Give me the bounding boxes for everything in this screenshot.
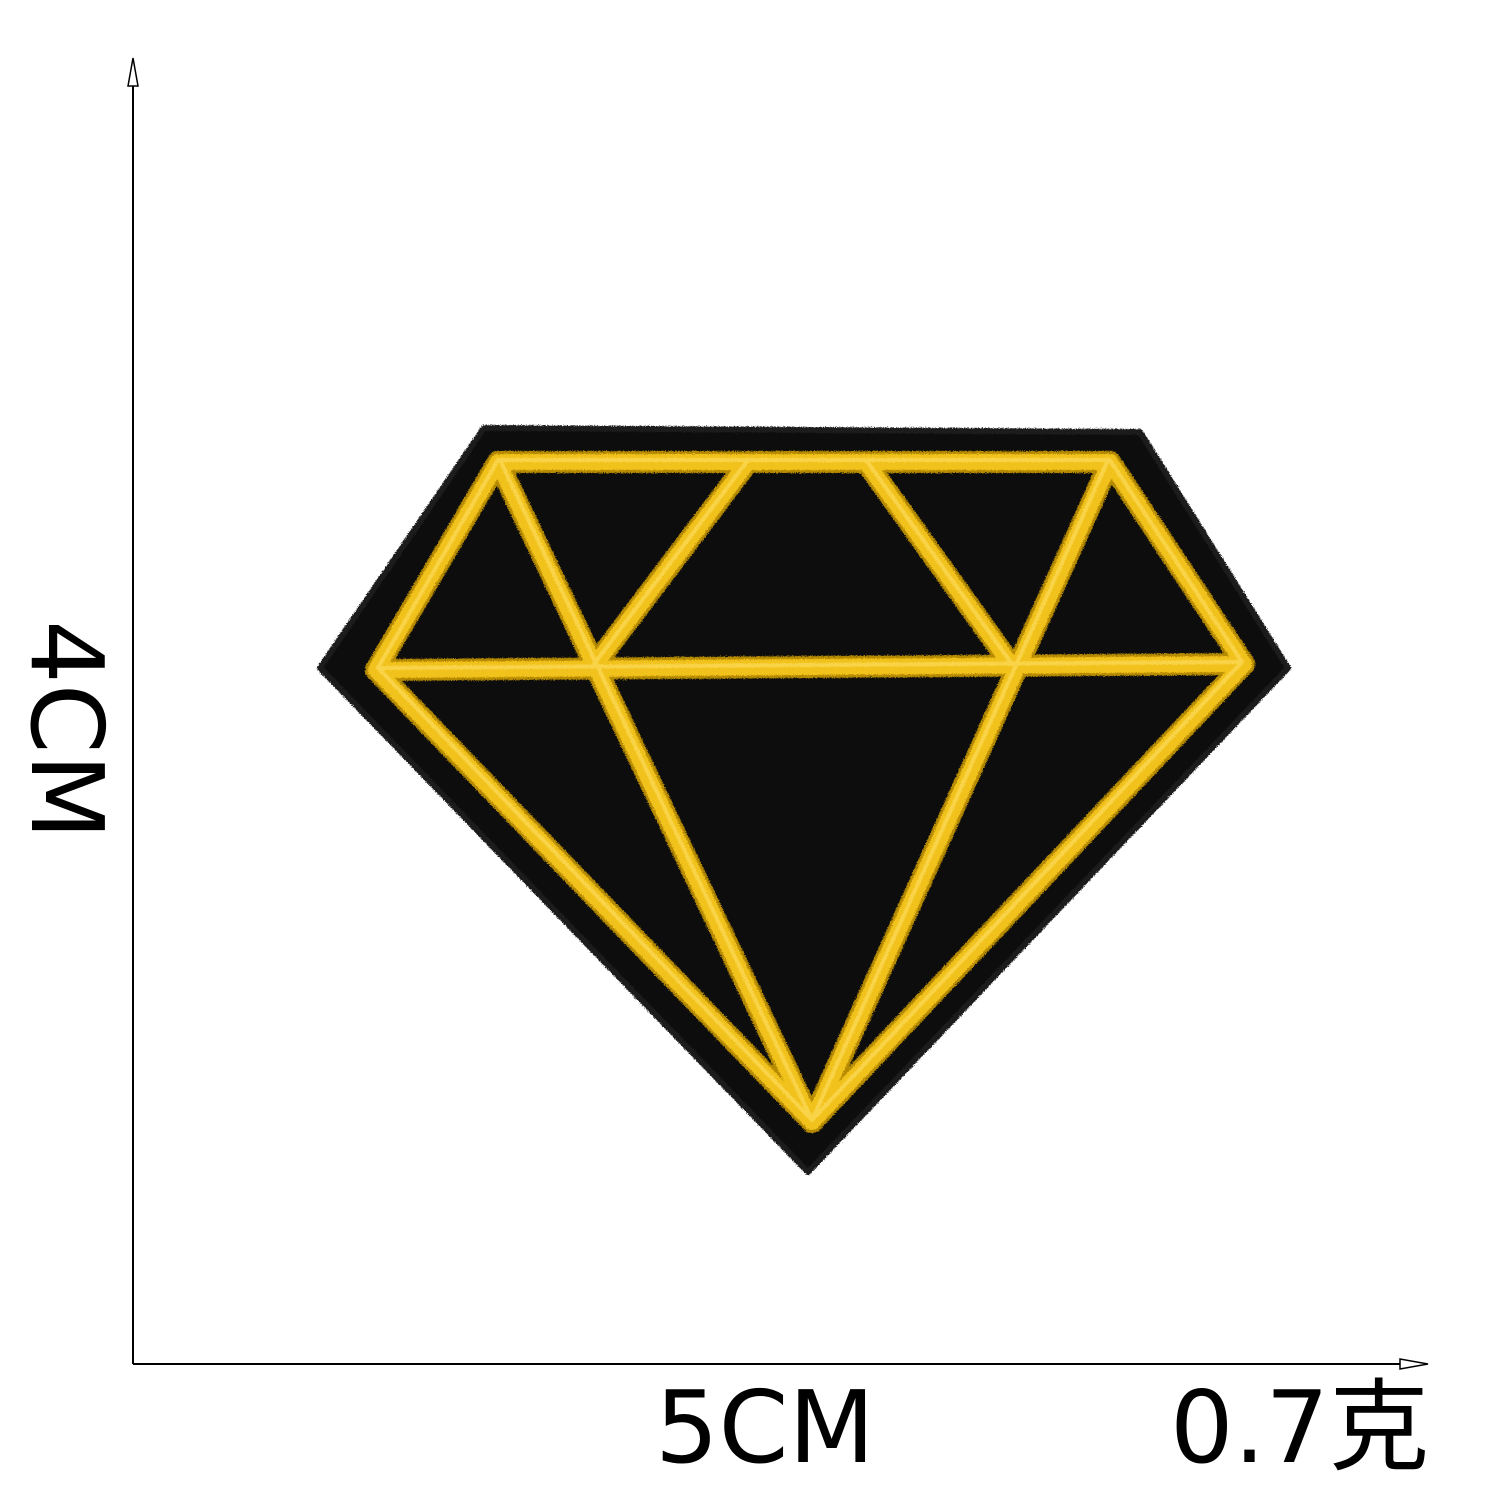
height-dimension-label: 4CM: [8, 620, 125, 840]
measurement-axes: [127, 57, 1429, 1370]
weight-label: 0.7克: [1170, 1369, 1430, 1486]
gold-stitching: [365, 451, 1255, 1133]
horizontal-arrowhead: [1399, 1358, 1429, 1370]
diamond-patch: [317, 425, 1291, 1175]
vertical-arrowhead: [127, 57, 139, 87]
width-dimension-label: 5CM: [655, 1369, 875, 1486]
